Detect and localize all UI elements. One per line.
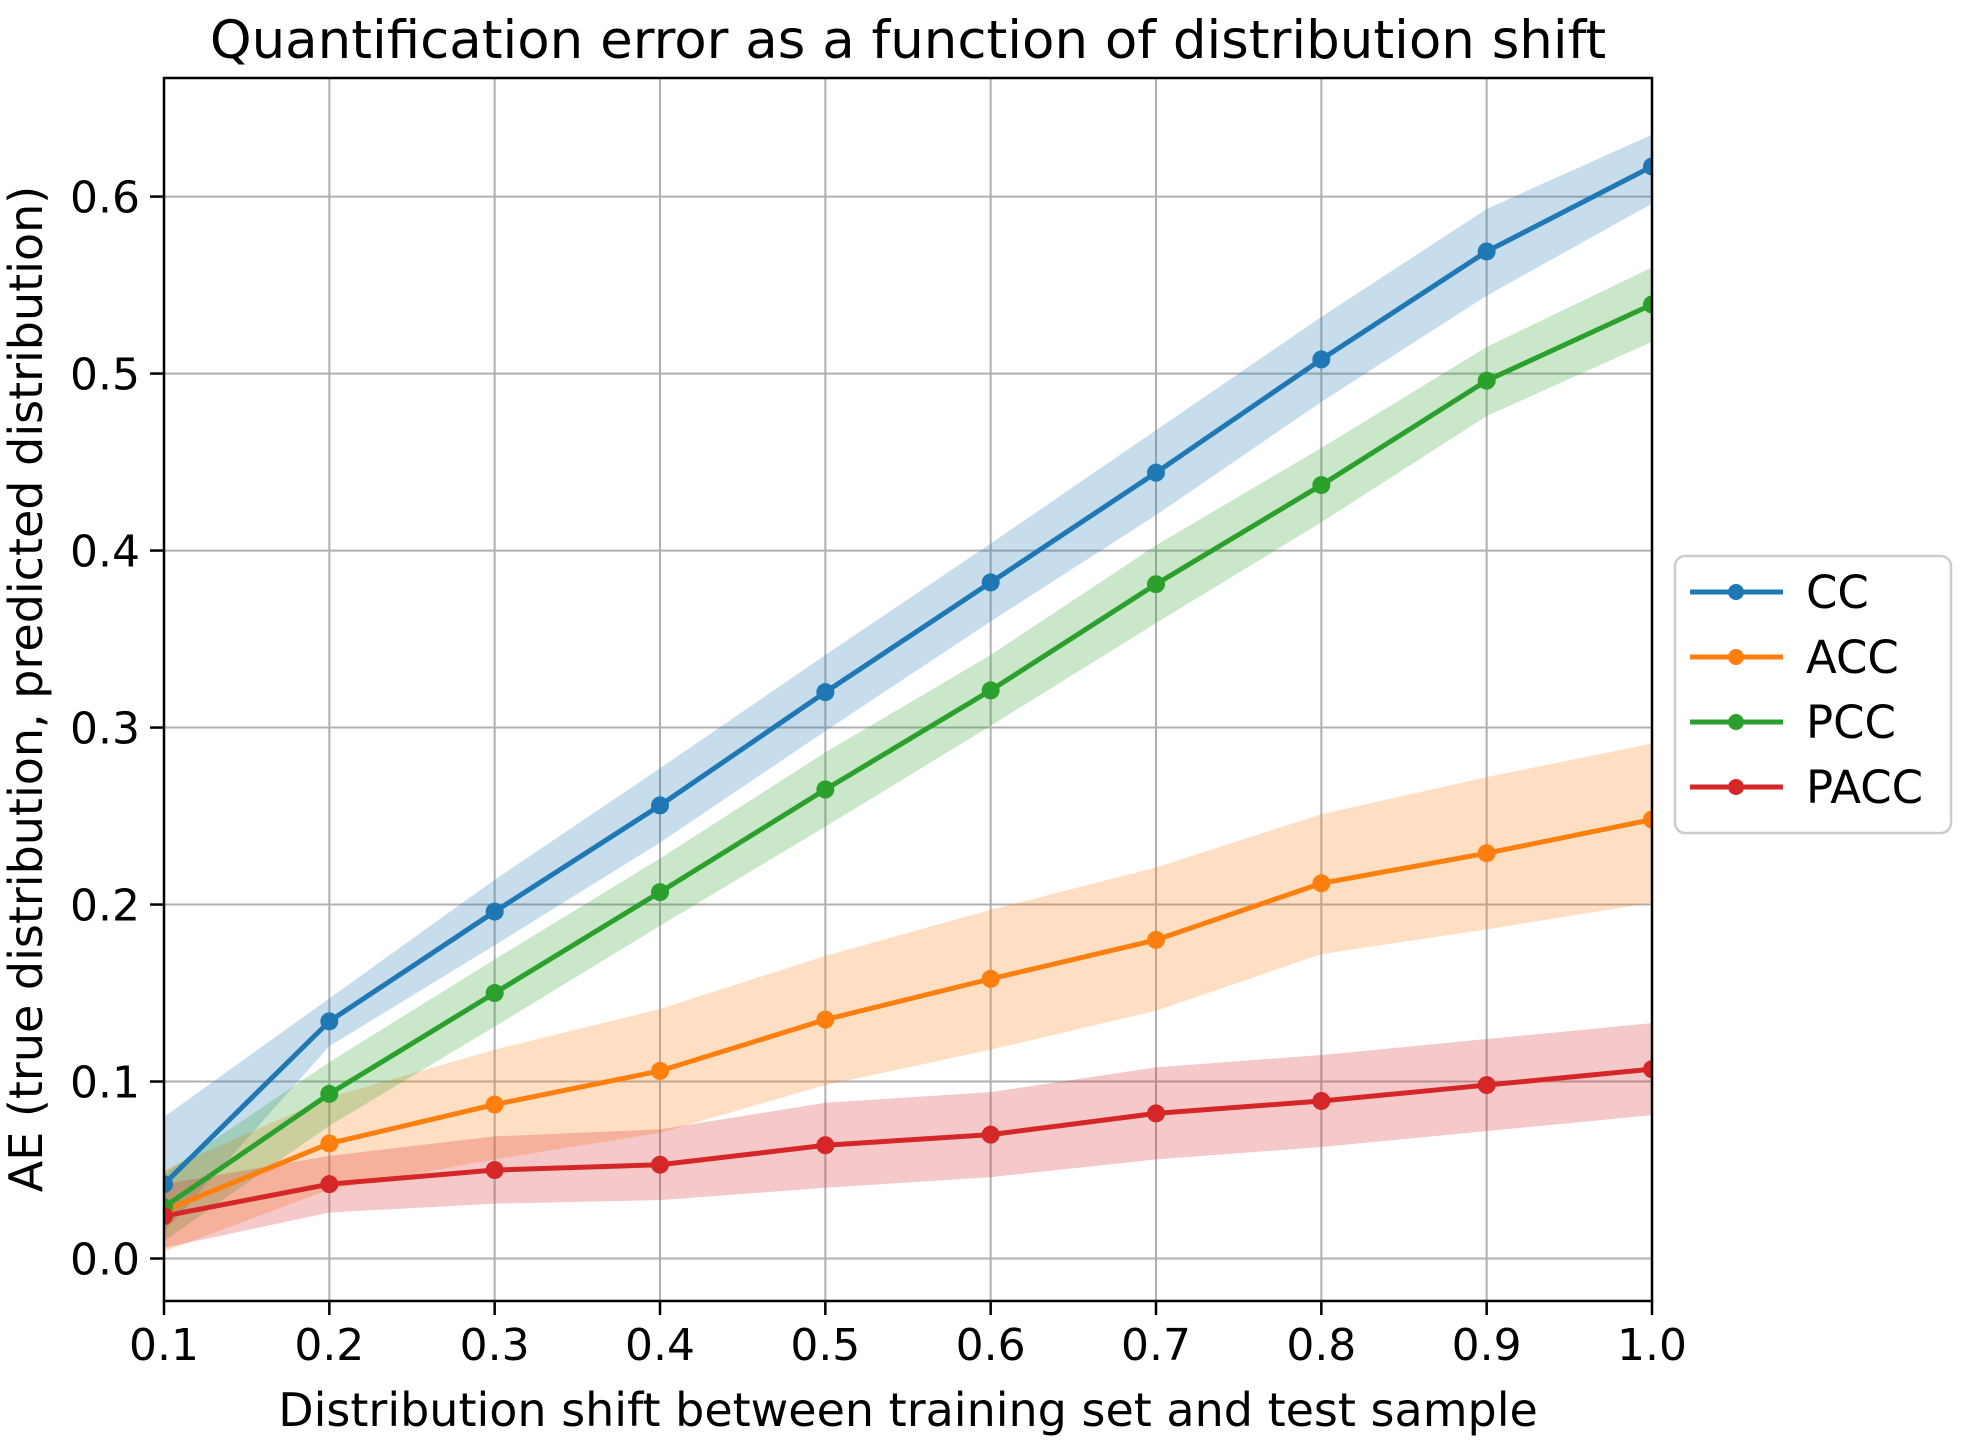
legend-label-pacc: PACC — [1806, 761, 1923, 814]
marker-cc — [1643, 157, 1652, 176]
marker-pcc — [651, 883, 669, 902]
marker-acc — [1477, 844, 1496, 863]
marker-pacc — [651, 1155, 669, 1174]
y-tick-label: 0.1 — [70, 1058, 140, 1109]
x-tick-label: 0.3 — [460, 1320, 530, 1371]
marker-acc — [816, 1010, 835, 1029]
legend-item-acc: ACC — [1690, 631, 1899, 684]
marker-cc — [651, 796, 669, 815]
y-tick-label: 0.6 — [70, 173, 140, 224]
x-tick-label: 0.5 — [790, 1320, 860, 1371]
legend-marker-pacc — [1728, 779, 1744, 795]
line-pacc — [164, 1066, 1652, 1219]
marker-pacc — [1312, 1092, 1331, 1111]
legend-item-pcc: PCC — [1690, 696, 1896, 749]
x-tick-label: 1.0 — [1617, 1320, 1687, 1371]
marker-pcc — [1312, 476, 1331, 495]
marker-cc — [164, 1175, 173, 1194]
marker-pcc — [320, 1084, 339, 1103]
marker-cc — [1312, 350, 1331, 369]
marker-cc — [320, 1012, 339, 1031]
legend-box — [1673, 554, 1953, 835]
line-pcc — [164, 302, 1652, 1210]
marker-pacc — [1147, 1104, 1165, 1123]
x-tick-label: 0.1 — [129, 1320, 199, 1371]
marker-pacc — [485, 1161, 504, 1180]
y-axis-ticks: 0.0 0.1 0.2 0.3 0.4 0.5 0.6 — [70, 173, 164, 1286]
marker-pacc — [164, 1207, 173, 1226]
x-tick-label: 0.6 — [956, 1320, 1026, 1371]
y-tick-label: 0.2 — [70, 881, 140, 932]
legend-item-cc: CC — [1690, 566, 1869, 619]
marker-acc — [485, 1095, 504, 1114]
x-axis-label: Distribution shift between training set … — [278, 1383, 1538, 1437]
marker-pacc — [1643, 1060, 1652, 1079]
y-tick-label: 0.0 — [70, 1235, 140, 1286]
y-axis-label: AE (true distribution, predicted distrib… — [0, 186, 53, 1192]
marker-acc — [1643, 810, 1652, 829]
y-tick-label: 0.3 — [70, 704, 140, 755]
marker-cc — [981, 573, 1000, 592]
band-cc — [164, 134, 1652, 1232]
marker-cc — [1477, 242, 1496, 261]
marker-acc — [981, 969, 1000, 988]
legend-label-acc: ACC — [1806, 631, 1899, 684]
markers-pacc — [164, 1060, 1652, 1226]
marker-acc — [651, 1061, 669, 1080]
marker-acc — [1147, 930, 1165, 949]
x-tick-label: 0.8 — [1286, 1320, 1356, 1371]
series-markers — [164, 157, 1652, 1226]
y-tick-label: 0.5 — [70, 350, 140, 401]
marker-cc — [485, 902, 504, 921]
legend-label-cc: CC — [1806, 566, 1869, 619]
y-tick-label: 0.4 — [70, 527, 140, 578]
legend-marker-cc — [1728, 584, 1744, 600]
legend-item-pacc: PACC — [1690, 761, 1923, 814]
legend-label-pcc: PCC — [1806, 696, 1896, 749]
markers-pcc — [164, 295, 1652, 1217]
marker-cc — [816, 683, 835, 702]
marker-pcc — [485, 984, 504, 1003]
marker-pacc — [816, 1136, 835, 1155]
marker-pcc — [1643, 295, 1652, 314]
x-tick-label: 0.9 — [1452, 1320, 1522, 1371]
marker-pcc — [1147, 575, 1165, 594]
marker-pacc — [981, 1125, 1000, 1144]
legend-marker-acc — [1728, 649, 1744, 665]
x-tick-label: 0.2 — [294, 1320, 364, 1371]
plot-border-spines — [162, 76, 1654, 1303]
line-cc — [164, 163, 1652, 1187]
marker-pcc — [981, 681, 1000, 700]
x-tick-label: 0.4 — [625, 1320, 695, 1371]
marker-pcc — [1477, 371, 1496, 390]
chart-title: Quantification error as a function of di… — [210, 10, 1606, 71]
marker-pacc — [320, 1175, 339, 1194]
legend-marker-pcc — [1728, 714, 1744, 730]
marker-pcc — [816, 780, 835, 799]
x-tick-label: 0.7 — [1121, 1320, 1191, 1371]
marker-pacc — [1477, 1076, 1496, 1095]
legend: CC ACC PCC PACC — [1673, 554, 1953, 835]
marker-acc — [320, 1134, 339, 1153]
markers-cc — [164, 157, 1652, 1194]
x-axis-ticks: 0.1 0.2 0.3 0.4 0.5 0.6 0.7 0.8 0.9 1.0 — [129, 1301, 1687, 1371]
band-pacc — [164, 1023, 1652, 1248]
line-acc — [164, 817, 1652, 1214]
series-lines — [164, 163, 1652, 1219]
marker-cc — [1147, 463, 1165, 482]
marker-acc — [1312, 874, 1331, 893]
